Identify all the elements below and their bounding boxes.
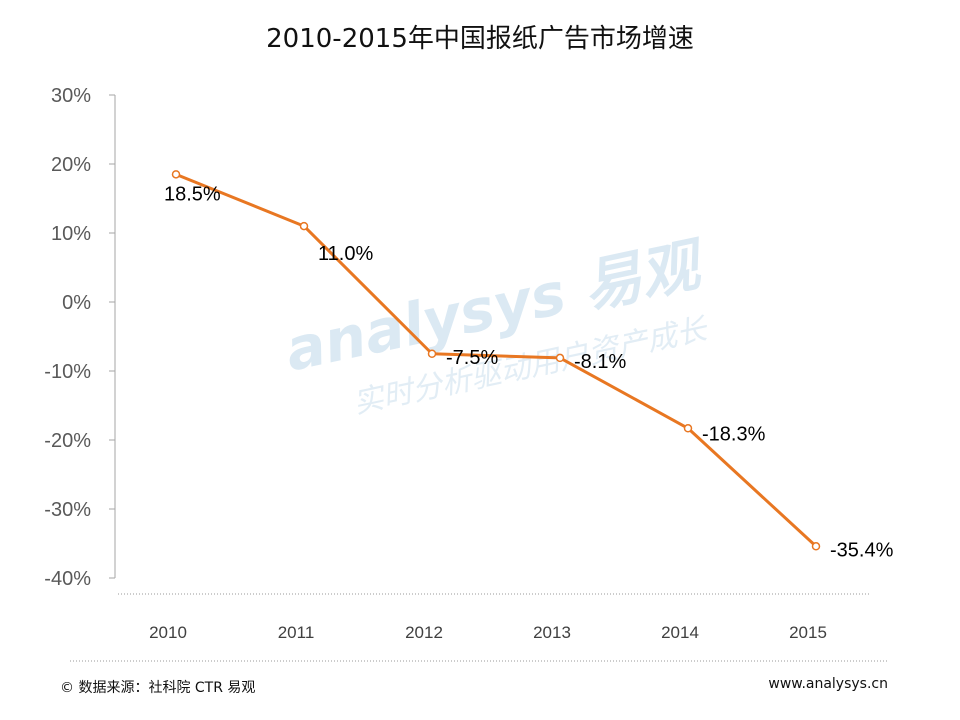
website-link[interactable]: www.analysys.cn <box>768 676 888 692</box>
data-label: 18.5% <box>164 183 221 205</box>
x-tick-label: 2011 <box>278 623 315 642</box>
data-label: -7.5% <box>446 347 498 369</box>
y-tick-label: 20% <box>51 154 91 176</box>
data-point <box>299 221 309 231</box>
data-point <box>171 170 181 179</box>
series-line <box>175 172 818 548</box>
series <box>171 170 821 551</box>
y-tick-label: 10% <box>51 223 91 245</box>
data-label: -35.4% <box>830 539 894 561</box>
data-label: -18.3% <box>702 423 766 445</box>
data-label: 11.0% <box>318 243 373 265</box>
chart-title: 2010-2015年中国报纸广告市场增速 <box>266 24 694 54</box>
data-point <box>555 353 565 363</box>
y-tick-label: -10% <box>44 361 91 383</box>
data-point <box>811 542 821 551</box>
x-tick-label: 2013 <box>533 623 571 642</box>
data-label: -8.1% <box>574 351 626 373</box>
axes: 30% 20% 10% 0% -10% -20% -30% -40% 2010 2011 2012 2… <box>44 85 870 642</box>
x-tick-label: 2014 <box>661 623 699 642</box>
x-tick-label: 2015 <box>789 623 827 642</box>
data-point <box>683 424 693 433</box>
data-labels: 18.5% 11.0% -7.5% -8.1% -18.3% -35.4% <box>164 183 894 561</box>
y-tick-label: -20% <box>44 430 91 452</box>
y-tick-label: 30% <box>51 85 91 107</box>
data-point <box>427 349 437 358</box>
x-tick-label: 2010 <box>149 623 187 642</box>
y-tick-label: -30% <box>44 499 91 521</box>
data-source: © 数据来源：社科院 CTR 易观 <box>60 680 256 696</box>
y-tick-label: 0% <box>62 292 91 314</box>
x-tick-label: 2012 <box>405 623 443 642</box>
y-tick-label: -40% <box>44 568 91 590</box>
